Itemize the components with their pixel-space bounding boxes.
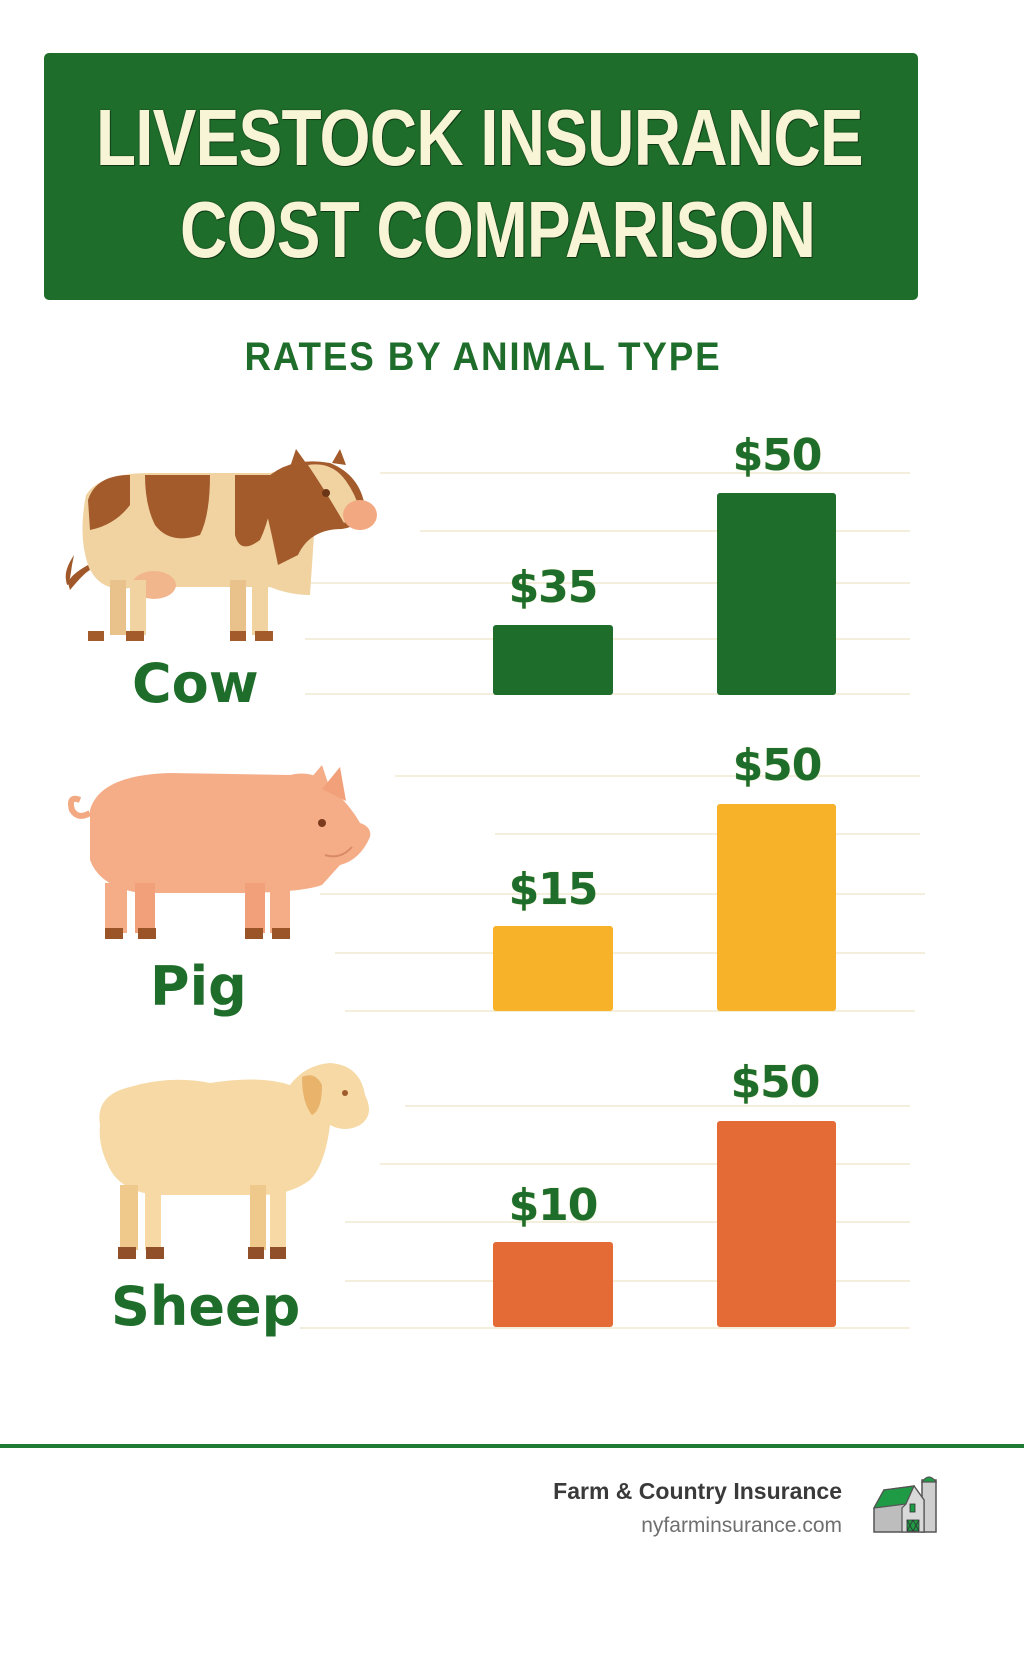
footer-divider	[0, 1444, 1024, 1448]
bar-sheep-high	[717, 1121, 836, 1327]
bar-value-low: $15	[508, 864, 599, 915]
sheep-icon	[99, 1063, 369, 1259]
gridline	[335, 952, 925, 954]
bar-cow-high	[717, 493, 836, 695]
subtitle: RATES BY ANIMAL TYPE	[244, 335, 722, 379]
gridline	[300, 1327, 910, 1329]
gridline	[320, 893, 925, 895]
animal-label-cow: Cow	[132, 652, 259, 715]
animal-label-pig: Pig	[150, 955, 247, 1018]
gridline	[420, 530, 910, 532]
bar-value-low: $10	[508, 1180, 599, 1231]
footer-brand: Farm & Country Insurance	[553, 1478, 842, 1504]
bar-value-high: $50	[730, 1057, 821, 1108]
gridline	[395, 775, 920, 777]
bar-value-high: $50	[732, 430, 823, 481]
gridline	[345, 1280, 910, 1282]
gridline	[380, 1163, 910, 1165]
bar-value-high: $50	[732, 740, 823, 791]
pig-icon	[68, 765, 371, 939]
gridline	[405, 1105, 910, 1107]
title-line-1: LIVESTOCK INSURANCE	[96, 93, 864, 182]
bar-value-low: $35	[508, 562, 599, 613]
gridline	[345, 1010, 915, 1012]
animal-label-sheep: Sheep	[111, 1275, 301, 1338]
bar-pig-low	[493, 926, 613, 1011]
bar-pig-high	[717, 804, 836, 1011]
barn-silo-icon	[872, 1476, 938, 1533]
gridline	[305, 582, 910, 584]
footer-website[interactable]: nyfarminsurance.com	[641, 1514, 842, 1537]
gridline	[380, 472, 910, 474]
gridline	[345, 1221, 910, 1223]
bar-cow-low	[493, 625, 613, 695]
cow-icon	[65, 449, 377, 641]
title-banner	[44, 53, 918, 300]
gridline	[495, 833, 920, 835]
title-line-2: COST COMPARISON	[180, 185, 816, 274]
bar-sheep-low	[493, 1242, 613, 1327]
